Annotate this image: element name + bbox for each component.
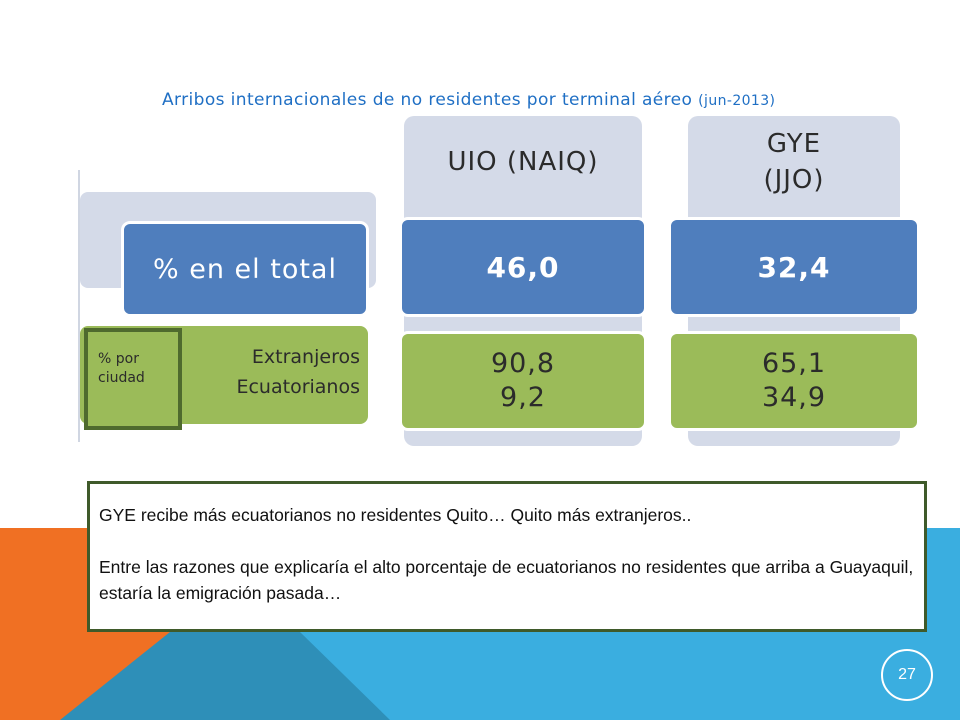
uio-total-value: 46,0 [486,250,560,284]
uio-ecuatorianos-value: 9,2 [500,382,546,413]
row-label-total-text: % en el total [153,253,337,285]
note-line2: Entre las razones que explicaría el alto… [99,557,914,603]
page-number: 27 [898,666,916,683]
column-gye-header: GYE (JJO) [688,126,900,198]
teal-band [60,632,390,720]
uio-total-cell: 46,0 [399,217,647,317]
uio-extranjeros-value: 90,8 [490,348,556,379]
gye-total-value: 32,4 [757,250,831,284]
row-label-total: % en el total [121,221,369,317]
label-extranjeros: Extranjeros [251,346,360,368]
por-ciudad-box: % por ciudad [84,328,182,430]
gye-breakdown-cell: 65,1 34,9 [668,331,920,431]
por-ciudad-line2: ciudad [98,370,145,386]
gye-ecuatorianos-value: 34,9 [761,382,827,413]
left-divider [78,170,80,442]
gye-extranjeros-value: 65,1 [761,348,827,379]
por-ciudad-line1: % por [98,351,139,367]
title-suffix: (jun-2013) [698,93,776,109]
column-uio-header-line1: UIO (NAIQ) [447,147,599,177]
por-ciudad-label: % por ciudad [98,350,145,388]
title-main: Arribos internacionales de no residentes… [162,90,693,110]
breakdown-labels: Extranjeros Ecuatorianos [190,342,360,402]
gye-total-cell: 32,4 [668,217,920,317]
page-number-badge: 27 [881,649,933,701]
note-line1: GYE recibe más ecuatorianos no residente… [99,505,692,525]
note-box: GYE recibe más ecuatorianos no residente… [87,481,927,632]
column-gye-header-line1: GYE [766,129,822,159]
uio-breakdown-cell: 90,8 9,2 [399,331,647,431]
column-gye-header-line2: (JJO) [763,165,825,195]
note-spacer [99,528,915,554]
diagram-title: Arribos internacionales de no residentes… [162,90,862,110]
column-uio-header: UIO (NAIQ) [404,144,642,180]
label-ecuatorianos: Ecuatorianos [236,376,360,398]
